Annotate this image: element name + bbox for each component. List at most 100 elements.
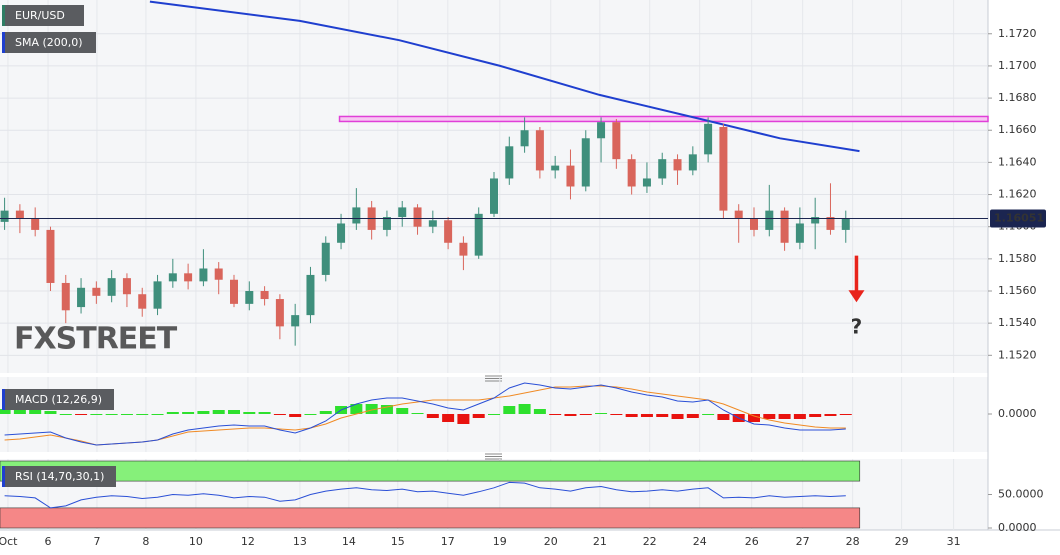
legend-box bbox=[2, 389, 114, 410]
x-tick-label: 10 bbox=[189, 535, 203, 548]
histogram-bar bbox=[610, 414, 623, 415]
histogram-bar bbox=[304, 414, 317, 415]
histogram-bar bbox=[380, 405, 393, 414]
histogram-bar bbox=[763, 414, 776, 419]
x-tick-label: 29 bbox=[895, 535, 909, 548]
histogram-bar bbox=[595, 413, 608, 414]
candle-body bbox=[704, 123, 713, 155]
histogram-bar bbox=[671, 414, 684, 419]
candle-body bbox=[734, 210, 743, 219]
histogram-bar bbox=[29, 410, 42, 414]
histogram-bar bbox=[243, 412, 256, 414]
candle-body bbox=[199, 268, 208, 282]
candle-body bbox=[0, 210, 9, 222]
histogram-bar bbox=[197, 411, 210, 414]
legend-box bbox=[2, 5, 84, 26]
legend-swatch bbox=[2, 389, 5, 410]
legend-swatch bbox=[2, 32, 5, 53]
candle-body bbox=[31, 218, 40, 230]
candle-body bbox=[811, 217, 820, 224]
legend-swatch bbox=[2, 5, 5, 26]
candle-body bbox=[321, 242, 330, 275]
candle-body bbox=[795, 223, 804, 243]
rsi-line bbox=[4, 481, 846, 509]
oversold-zone bbox=[0, 507, 861, 529]
x-tick-label: 28 bbox=[846, 535, 860, 548]
candle-body bbox=[642, 178, 651, 187]
histogram-bar bbox=[411, 413, 424, 414]
candle-body bbox=[719, 127, 728, 211]
histogram-bar bbox=[809, 414, 822, 417]
candle-body bbox=[673, 159, 682, 171]
histogram-bar bbox=[44, 411, 57, 414]
x-tick-label: 15 bbox=[391, 535, 405, 548]
histogram-bar bbox=[120, 414, 133, 415]
overbought-zone bbox=[0, 460, 861, 482]
histogram-bar bbox=[748, 414, 760, 422]
x-tick-label: 26 bbox=[745, 535, 759, 548]
histogram-bar bbox=[533, 409, 546, 414]
candle-body bbox=[15, 210, 24, 219]
histogram-bar bbox=[166, 412, 179, 414]
annotation-arrowhead bbox=[848, 290, 865, 303]
candle-body bbox=[535, 130, 544, 171]
last-price-box bbox=[990, 209, 1046, 228]
y-tick-label: 50.0000 bbox=[998, 488, 1044, 501]
histogram-bar bbox=[778, 414, 791, 419]
histogram-bar bbox=[75, 414, 88, 415]
candle-body bbox=[841, 218, 850, 230]
histogram-bar bbox=[350, 404, 363, 414]
x-tick-label: 13 bbox=[293, 535, 307, 548]
y-tick-label: 1.1660 bbox=[998, 123, 1037, 136]
candle-body bbox=[627, 159, 636, 187]
y-tick-label: 1.1540 bbox=[998, 316, 1037, 329]
histogram-bar bbox=[289, 414, 302, 417]
candle-body bbox=[153, 281, 162, 309]
candle-body bbox=[245, 291, 254, 304]
candle-body bbox=[352, 207, 361, 224]
histogram-bar bbox=[702, 414, 715, 415]
candle-body bbox=[428, 220, 437, 227]
candle-body bbox=[612, 122, 621, 160]
watermark: FXSTREET bbox=[14, 322, 178, 357]
histogram-bar bbox=[365, 404, 378, 414]
x-tick-label: 12 bbox=[241, 535, 255, 548]
histogram-bar bbox=[105, 414, 118, 415]
histogram-bar bbox=[258, 412, 271, 414]
legend-box bbox=[2, 32, 96, 53]
candle-body bbox=[260, 291, 269, 300]
histogram-bar bbox=[824, 414, 837, 416]
histogram-bar bbox=[151, 414, 164, 415]
candle-body bbox=[490, 178, 498, 214]
y-tick-label: 0.0000 bbox=[998, 407, 1037, 420]
histogram-bar bbox=[59, 414, 72, 415]
y-tick-label: 1.1640 bbox=[998, 155, 1037, 168]
histogram-bar bbox=[656, 414, 669, 417]
histogram-bar bbox=[426, 414, 439, 418]
candle-body bbox=[46, 229, 55, 283]
candle-body bbox=[551, 165, 560, 171]
y-tick-label: 1.1700 bbox=[998, 59, 1037, 72]
legend-label: SMA (200,0) bbox=[15, 36, 83, 49]
x-tick-label: 27 bbox=[796, 535, 810, 548]
histogram-bar bbox=[319, 411, 332, 414]
macd-line bbox=[4, 382, 846, 446]
histogram-bar bbox=[488, 414, 500, 415]
histogram-bar bbox=[625, 414, 638, 417]
x-tick-label: 7 bbox=[93, 535, 100, 548]
candle-body bbox=[382, 217, 391, 230]
x-tick-label: 19 bbox=[493, 535, 507, 548]
x-tick-label: 31 bbox=[947, 535, 961, 548]
x-tick-label: 24 bbox=[693, 535, 707, 548]
histogram-bar bbox=[0, 409, 11, 414]
legend-swatch bbox=[2, 466, 5, 487]
candle-body bbox=[566, 165, 575, 187]
candle-body bbox=[505, 146, 514, 179]
sma-line bbox=[149, 0, 860, 153]
histogram-bar bbox=[457, 414, 470, 424]
x-tick-label: 22 bbox=[643, 535, 657, 548]
histogram-bar bbox=[839, 414, 852, 415]
histogram-bar bbox=[640, 414, 653, 417]
x-tick-label: 8 bbox=[142, 535, 149, 548]
histogram-bar bbox=[793, 414, 806, 419]
